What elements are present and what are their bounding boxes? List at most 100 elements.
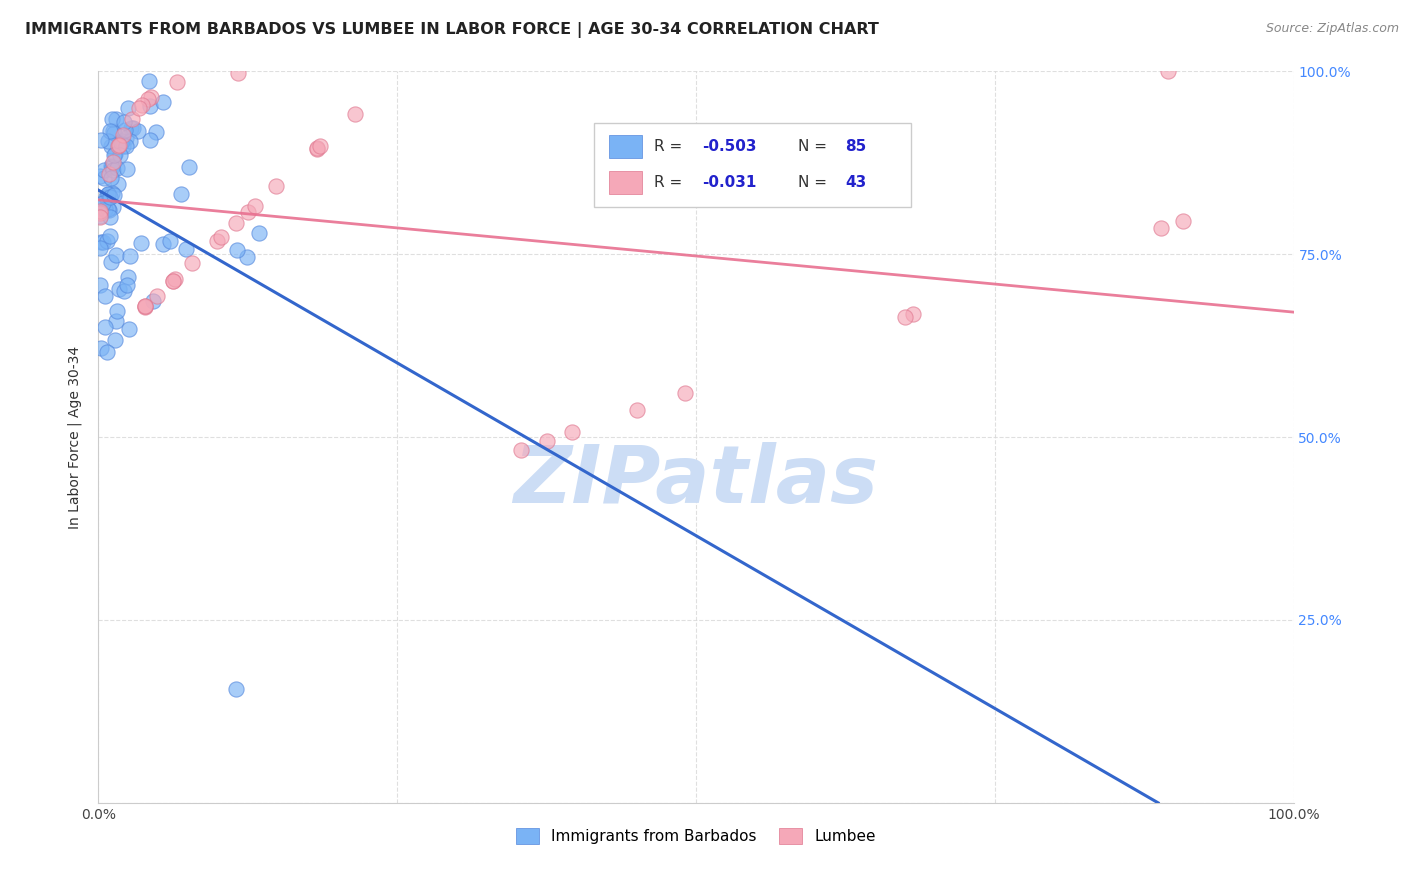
Point	[105, 314, 128, 328]
Point	[107, 281, 129, 295]
Point	[94, 320, 117, 334]
Point	[139, 90, 162, 104]
Point	[97, 186, 120, 201]
Text: IMMIGRANTS FROM BARBADOS VS LUMBEE IN LABOR FORCE | AGE 30-34 CORRELATION CHART: IMMIGRANTS FROM BARBADOS VS LUMBEE IN LA…	[25, 22, 879, 38]
Point	[117, 101, 139, 115]
Point	[94, 203, 117, 218]
Point	[307, 141, 329, 155]
Legend: Immigrants from Barbados, Lumbee: Immigrants from Barbados, Lumbee	[510, 822, 882, 850]
Point	[107, 139, 129, 153]
Point	[100, 112, 122, 126]
Point	[159, 234, 181, 248]
Point	[111, 135, 134, 149]
Point	[536, 434, 558, 449]
Point	[176, 242, 198, 256]
Point	[93, 235, 115, 250]
Point	[226, 243, 249, 257]
Point	[1150, 221, 1173, 235]
Point	[162, 274, 184, 288]
Bar	[609, 135, 643, 159]
Point	[131, 236, 153, 251]
Point	[165, 271, 187, 285]
Y-axis label: In Labor Force | Age 30-34: In Labor Force | Age 30-34	[67, 345, 83, 529]
Point	[91, 195, 114, 210]
Text: -0.503: -0.503	[702, 139, 756, 154]
Point	[169, 186, 191, 201]
Text: 85: 85	[845, 139, 866, 154]
Point	[152, 95, 174, 110]
Point	[98, 124, 121, 138]
Point	[115, 278, 138, 293]
Point	[117, 161, 139, 176]
Point	[305, 142, 328, 156]
Point	[121, 112, 143, 127]
Point	[120, 121, 142, 136]
Point	[247, 226, 270, 240]
Point	[97, 187, 120, 202]
Point	[104, 112, 127, 126]
Point	[209, 230, 232, 244]
Point	[89, 197, 111, 211]
Point	[236, 250, 259, 264]
Bar	[609, 171, 643, 194]
Point	[115, 131, 138, 145]
Point	[104, 334, 127, 348]
Point	[90, 235, 112, 249]
Point	[145, 125, 167, 139]
Point	[90, 341, 112, 355]
Point	[166, 75, 188, 89]
Text: Source: ZipAtlas.com: Source: ZipAtlas.com	[1265, 22, 1399, 36]
Point	[134, 300, 156, 314]
Point	[103, 148, 125, 162]
Point	[127, 123, 149, 137]
Point	[1157, 64, 1180, 78]
Text: ZIPatlas: ZIPatlas	[513, 442, 879, 520]
Point	[225, 216, 247, 230]
Point	[100, 254, 122, 268]
Point	[112, 285, 135, 299]
Point	[97, 202, 120, 217]
Point	[97, 134, 120, 148]
Point	[894, 310, 917, 324]
Point	[162, 274, 184, 288]
Point	[114, 122, 136, 136]
Point	[134, 299, 156, 313]
Point	[1171, 213, 1194, 227]
Point	[122, 121, 145, 136]
Point	[100, 159, 122, 173]
Point	[98, 190, 121, 204]
Point	[89, 209, 111, 223]
Point	[134, 300, 156, 314]
FancyBboxPatch shape	[595, 122, 911, 207]
Point	[117, 269, 139, 284]
Point	[89, 277, 111, 292]
Point	[128, 102, 150, 116]
Point	[177, 160, 200, 174]
Point	[510, 443, 533, 458]
Point	[103, 188, 125, 202]
Point	[104, 146, 127, 161]
Point	[901, 307, 924, 321]
Point	[145, 289, 167, 303]
Point	[138, 74, 160, 88]
Point	[108, 147, 131, 161]
Point	[97, 202, 120, 216]
Point	[226, 66, 249, 80]
Point	[94, 288, 117, 302]
Text: 43: 43	[845, 175, 866, 190]
Point	[107, 138, 129, 153]
Point	[101, 186, 124, 200]
Point	[105, 247, 128, 261]
Point	[131, 98, 153, 112]
Point	[94, 202, 117, 217]
Point	[139, 99, 162, 113]
Point	[100, 210, 122, 224]
Point	[105, 304, 128, 318]
Point	[93, 162, 115, 177]
Point	[111, 139, 134, 153]
Point	[225, 682, 247, 697]
Point	[103, 124, 125, 138]
Point	[101, 155, 124, 169]
Text: R =: R =	[654, 175, 688, 190]
Point	[114, 139, 136, 153]
